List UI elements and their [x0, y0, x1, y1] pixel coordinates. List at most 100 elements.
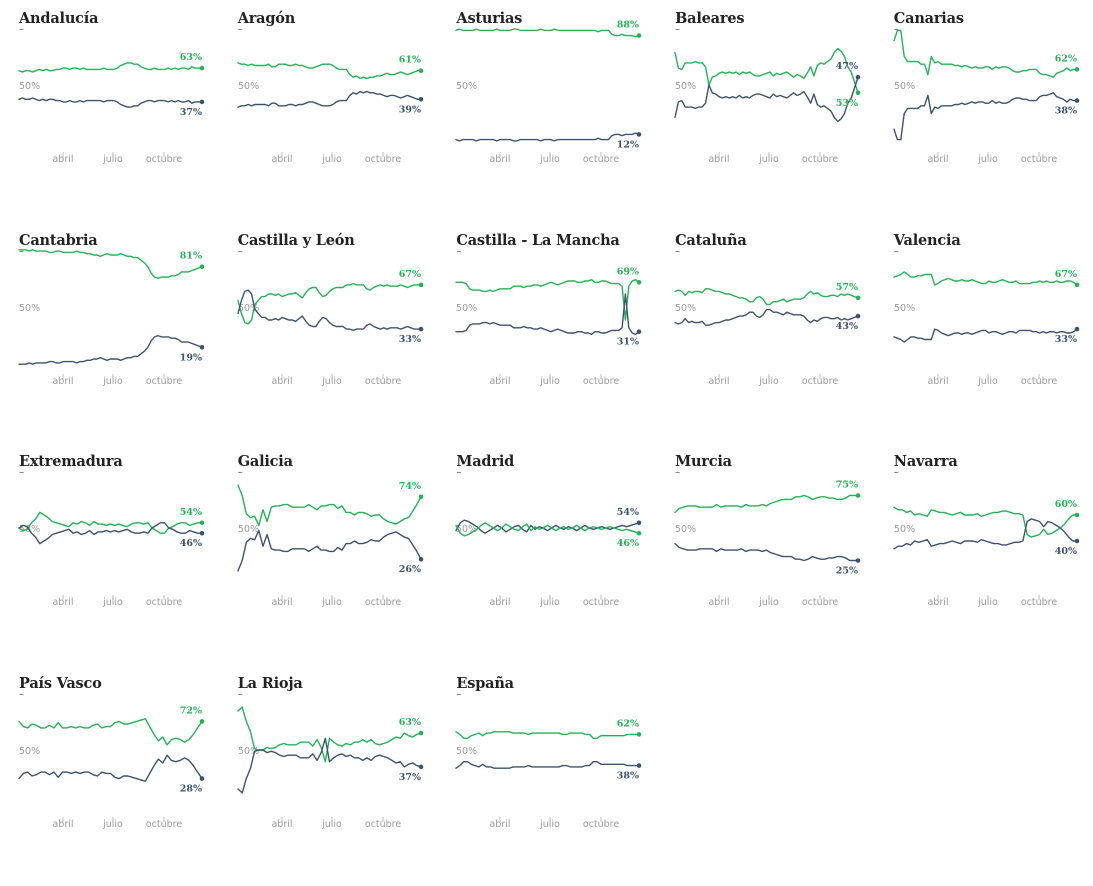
chart-title: Murcia — [675, 453, 732, 470]
x-tick-label: julio — [102, 819, 123, 830]
chart-panel: Canarias – 50% abril julio octubre 62% 38% — [875, 0, 1093, 221]
series-line-navy — [893, 327, 1078, 343]
midline-label: 50% — [19, 81, 40, 92]
chart-panel: Aragón – 50% abril julio octubre 61% 39% — [219, 0, 438, 221]
line-chart-svg: 50% abril julio octubre 62% 38% — [455, 718, 642, 830]
x-tick-label: octubre — [583, 597, 620, 608]
line-chart-svg: 50% abril julio octubre 47% 53% — [674, 47, 861, 165]
series-end-dot — [1074, 282, 1080, 287]
x-tick-label: octubre — [583, 376, 620, 387]
series-end-dot — [199, 520, 205, 526]
chart-title: Castilla - La Mancha — [456, 231, 620, 249]
series-line-green — [18, 248, 203, 279]
x-tick-label: abril — [490, 819, 511, 830]
x-tick-label: abril — [927, 376, 948, 387]
series-end-dot — [418, 556, 423, 562]
x-tick-label: octubre — [802, 597, 839, 608]
line-chart-svg: 50% abril julio octubre 81% 19% — [18, 248, 205, 387]
line-chart-svg: 50% abril julio octubre 88% 12% — [455, 20, 642, 165]
chart-title: País Vasco — [19, 674, 102, 692]
midline-label: 50% — [456, 524, 477, 535]
series-line-green — [18, 62, 203, 73]
x-tick-label: octubre — [1021, 597, 1058, 608]
x-tick-label: octubre — [146, 597, 183, 608]
chart-panel: Murcia – 50% abril julio octubre 75% 25% — [656, 443, 875, 664]
x-tick-label: julio — [540, 597, 561, 608]
chart-panel: Galicia – 50% abril julio octubre 74% 26% — [219, 443, 438, 664]
title-dash: – — [19, 245, 24, 257]
title-dash: – — [19, 688, 24, 700]
chart-panel: Castilla - La Mancha – 50% abril julio octubr… — [437, 222, 656, 443]
series-end-dot — [637, 279, 642, 285]
series-line-navy — [18, 522, 203, 545]
series-end-label: 54% — [180, 507, 202, 518]
title-dash: – — [19, 467, 24, 478]
x-tick-label: julio — [758, 154, 779, 165]
series-end-dot — [418, 326, 423, 331]
x-tick-label: octubre — [146, 819, 183, 830]
series-end-dot — [855, 558, 861, 563]
title-dash: – — [675, 24, 681, 35]
x-tick-label: octubre — [583, 819, 620, 830]
series-end-label: 33% — [398, 334, 420, 345]
series-end-dot — [637, 762, 642, 768]
chart-title: España — [456, 674, 514, 692]
x-tick-label: julio — [321, 597, 342, 608]
series-end-label: 67% — [398, 268, 420, 279]
series-end-dot — [199, 263, 205, 269]
series-end-label: 88% — [617, 20, 639, 31]
chart-title: Cataluña — [675, 231, 747, 249]
series-line-green — [455, 278, 641, 321]
series-end-dot — [199, 775, 205, 781]
title-dash: – — [893, 467, 899, 478]
series-end-label: 39% — [398, 104, 420, 115]
series-line-navy — [455, 519, 641, 534]
series-end-dot — [418, 764, 423, 769]
line-chart-svg: 50% abril julio octubre 61% 39% — [236, 55, 423, 165]
chart-panel: Cantabria – 50% abril julio octubre 81% 19% — [0, 222, 219, 443]
x-tick-label: abril — [52, 376, 73, 387]
series-end-label: 57% — [836, 281, 858, 292]
x-tick-label: julio — [102, 376, 123, 387]
series-end-dot — [855, 90, 861, 96]
series-end-dot — [199, 344, 205, 350]
series-line-green — [893, 270, 1078, 286]
series-end-label: 81% — [180, 250, 202, 261]
chart-panel: Baleares – 50% abril julio octubre 47% 53% — [656, 0, 875, 221]
series-line-green — [893, 29, 1078, 78]
series-end-label: 43% — [836, 321, 858, 332]
x-tick-label: abril — [490, 154, 511, 165]
series-line-green — [236, 705, 422, 762]
title-dash: – — [893, 24, 899, 35]
x-tick-label: julio — [977, 376, 998, 387]
series-end-label: 19% — [180, 352, 202, 363]
x-tick-label: julio — [540, 819, 561, 830]
series-end-dot — [855, 313, 861, 318]
x-tick-label: julio — [321, 154, 342, 165]
chart-panel: Extremadura –50% abril julio octubre 54% 46% — [0, 443, 219, 664]
x-tick-label: octubre — [146, 154, 183, 165]
line-chart-svg: 50% abril julio octubre 67% 33% — [236, 268, 423, 387]
series-line-green — [455, 730, 641, 739]
midline-label: 50% — [238, 81, 259, 92]
series-end-dot — [418, 68, 423, 73]
x-tick-label: abril — [709, 376, 730, 387]
chart-panel: Andalucía – 50% abril julio octubre 63% 37% — [0, 0, 219, 221]
series-end-label: 61% — [398, 55, 420, 66]
title-dash: – — [237, 24, 243, 35]
series-end-label: 38% — [617, 770, 639, 781]
series-line-navy — [236, 529, 422, 572]
series-line-green — [236, 62, 422, 80]
series-line-green — [455, 522, 641, 537]
line-chart-svg: 50% abril julio octubre 74% 26% — [236, 481, 423, 608]
chart-panel: País Vasco – 50% abril julio octubre 72% 28% — [0, 665, 219, 886]
series-end-dot — [199, 65, 205, 71]
x-tick-label: abril — [709, 154, 730, 165]
line-chart-svg: 50% abril julio octubre 69% 31% — [455, 266, 642, 387]
series-line-green — [674, 47, 859, 94]
series-line-green — [18, 511, 203, 534]
series-line-green — [18, 717, 203, 746]
series-end-dot — [637, 530, 642, 536]
series-end-dot — [1074, 512, 1080, 518]
line-chart-svg: 50% abril julio octubre 62% 38% — [893, 29, 1080, 165]
